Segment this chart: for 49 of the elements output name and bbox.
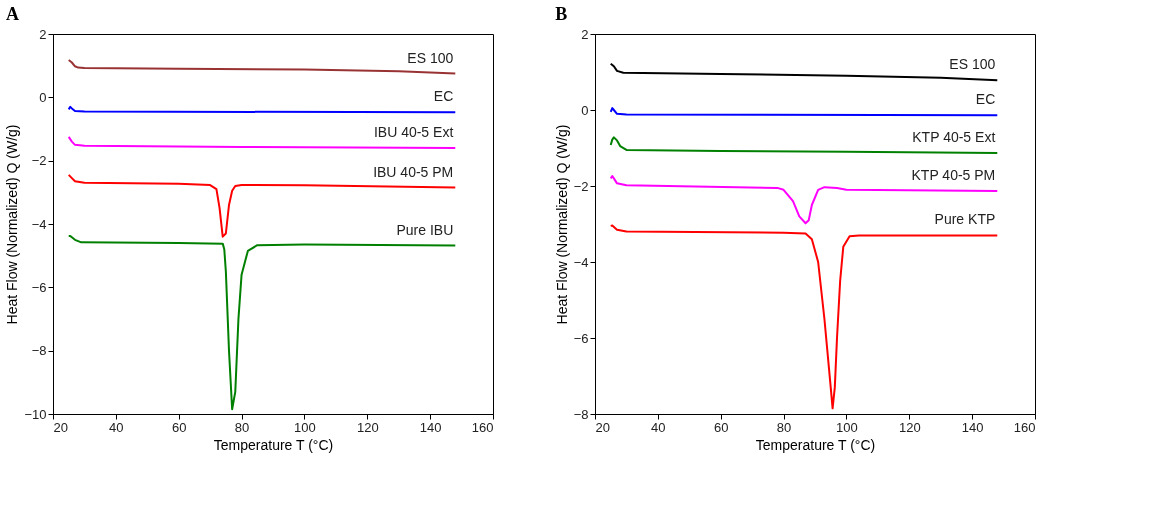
series-label: KTP 40-5 PM bbox=[911, 166, 996, 183]
y-tick-label: −2 bbox=[31, 153, 47, 169]
x-tick-label: 60 bbox=[171, 419, 187, 435]
x-tick-label: 80 bbox=[234, 419, 250, 435]
x-tick-label: 100 bbox=[836, 419, 858, 435]
x-tick-label: 40 bbox=[109, 419, 124, 435]
x-tick-label: 100 bbox=[294, 419, 316, 435]
y-axis-title: Heat Flow (Normalized) Q (W/g) bbox=[553, 124, 570, 325]
series-label: Pure IBU bbox=[396, 221, 454, 238]
y-tick-label: −2 bbox=[573, 178, 589, 194]
x-axis-title: Temperature T (°C) bbox=[213, 436, 334, 453]
x-tick-label: 140 bbox=[419, 419, 442, 435]
y-tick-label: 2 bbox=[39, 26, 47, 42]
y-tick-label: −10 bbox=[24, 406, 47, 422]
line-series bbox=[609, 224, 999, 410]
y-tick-label: −6 bbox=[573, 330, 589, 346]
x-tick-label: 60 bbox=[713, 419, 729, 435]
series-label: IBU 40-5 PM bbox=[373, 163, 454, 180]
y-tick-label: −8 bbox=[573, 406, 589, 422]
x-tick-label: 160 bbox=[471, 419, 494, 435]
series-label: ES 100 bbox=[407, 49, 454, 66]
y-tick-label: 0 bbox=[581, 102, 589, 118]
x-tick-label: 160 bbox=[1013, 419, 1036, 435]
x-tick-label: 20 bbox=[53, 419, 68, 435]
y-tick-label: −8 bbox=[31, 343, 47, 359]
x-tick-label: 140 bbox=[961, 419, 984, 435]
y-tick-label: −4 bbox=[573, 254, 589, 270]
series-label: EC bbox=[975, 91, 996, 108]
x-tick-label: 120 bbox=[898, 419, 921, 435]
x-tick-label: 120 bbox=[356, 419, 379, 435]
y-tick-label: 2 bbox=[581, 26, 589, 42]
series-label: IBU 40-5 Ext bbox=[373, 124, 454, 140]
series-label: KTP 40-5 Ext bbox=[912, 128, 996, 145]
line-series bbox=[67, 135, 457, 149]
series-label: ES 100 bbox=[949, 56, 996, 73]
series-label: Pure KTP bbox=[934, 211, 996, 228]
chart-title: A bbox=[5, 4, 19, 24]
line-series bbox=[67, 235, 457, 411]
x-tick-label: 20 bbox=[595, 419, 610, 435]
chart-title: B bbox=[555, 4, 568, 24]
y-tick-label: −4 bbox=[31, 216, 47, 232]
y-tick-label: −6 bbox=[31, 279, 47, 295]
x-axis-title: Temperature T (°C) bbox=[755, 436, 876, 453]
x-tick-label: 80 bbox=[776, 419, 792, 435]
y-tick-label: 0 bbox=[39, 89, 47, 105]
line-series bbox=[609, 107, 999, 117]
series-label: EC bbox=[433, 88, 454, 105]
y-axis-title: Heat Flow (Normalized) Q (W/g) bbox=[4, 124, 21, 325]
x-tick-label: 40 bbox=[651, 419, 666, 435]
